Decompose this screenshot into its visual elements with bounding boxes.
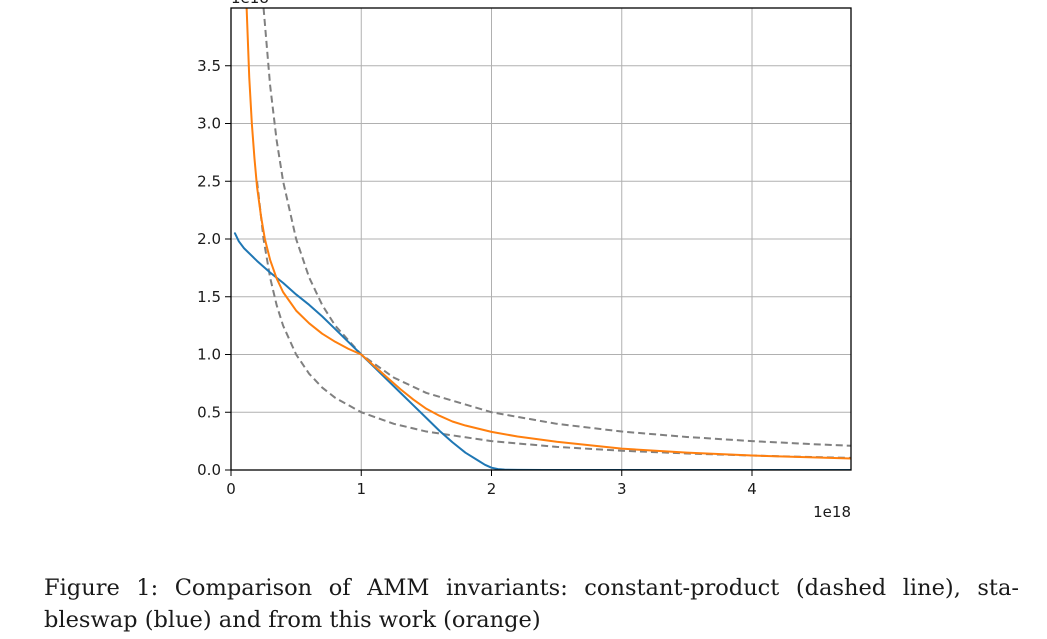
ticks: 0 1 2 3 4 0.0 0.5 1.0 1.5 2.0 2.5 3.0 3.5 xyxy=(197,57,757,498)
series-line-constant-product-x-y-0-5 xyxy=(256,181,851,459)
y-tick-label: 0.0 xyxy=(197,461,221,479)
series-layer xyxy=(233,8,851,470)
series-line-stableswap xyxy=(233,232,851,470)
y-offset-label: 1e18 xyxy=(231,0,269,7)
y-tick-label: 2.0 xyxy=(197,230,221,248)
x-tick-label: 2 xyxy=(487,480,497,498)
chart: 0 1 2 3 4 0.0 0.5 1.0 1.5 2.0 2.5 3.0 3.5 1e18 1e18 xyxy=(197,0,852,521)
x-tick-label: 0 xyxy=(226,480,236,498)
y-tick-label: 3.0 xyxy=(197,115,221,133)
x-tick-label: 4 xyxy=(747,480,757,498)
series-line-constant-product-x-y-1 xyxy=(262,8,851,447)
y-tick-label: 1.0 xyxy=(197,346,221,364)
y-tick-label: 1.5 xyxy=(197,288,221,306)
x-tick-label: 3 xyxy=(617,480,627,498)
grid xyxy=(230,8,851,471)
figure-caption: Figure 1: Comparison of AMM invariants: … xyxy=(44,572,1019,636)
y-tick-label: 2.5 xyxy=(197,172,221,190)
x-offset-label: 1e18 xyxy=(813,503,851,521)
y-tick-label: 3.5 xyxy=(197,57,221,75)
caption-line-1: Figure 1: Comparison of AMM invariants: … xyxy=(44,575,1019,601)
y-tick-label: 0.5 xyxy=(197,403,221,421)
x-tick-label: 1 xyxy=(356,480,366,498)
caption-line-2: bleswap (blue) and from this work (orang… xyxy=(44,607,541,633)
series-line-from-this-work xyxy=(245,8,851,460)
